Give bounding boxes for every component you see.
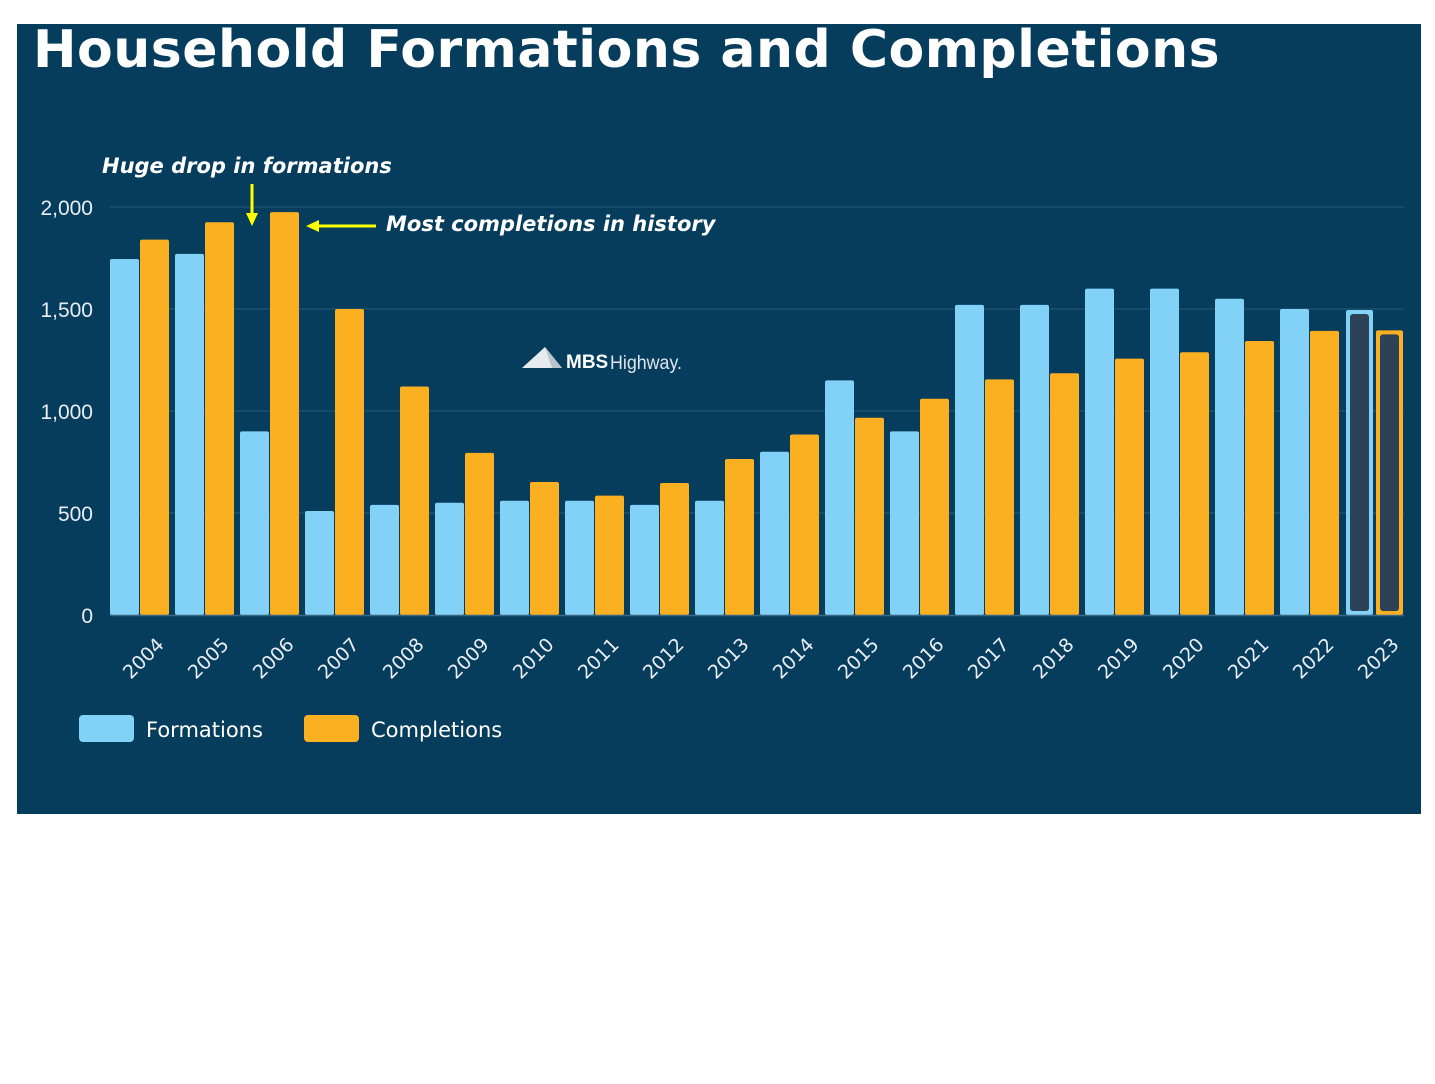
bar-formations-2005 [175,253,204,616]
legend-label-formations: Formations [146,718,263,742]
bar-formations-2013 [695,500,724,615]
bar-formations-2010 [500,500,529,615]
legend-label-completions: Completions [371,718,502,742]
x-tick-label: 2019 [1094,634,1144,684]
bar-completions-2018 [1050,373,1079,615]
x-tick-label: 2023 [1354,634,1404,684]
x-tick-label: 2006 [249,634,299,684]
x-tick-label: 2011 [574,634,624,684]
bar-completions-2012 [660,483,689,615]
bar-completions-2013 [725,458,754,615]
x-tick-label: 2016 [899,634,949,684]
bar-completions-2016 [920,398,949,615]
bar-completions-2015 [855,417,884,615]
annotation-most-completions: Most completions in history [386,212,717,236]
bar-completions-2020 [1180,352,1209,615]
x-tick-label: 2005 [184,634,234,684]
x-axis-ticks: 2004 2005 2006 2007 2008 2009 2010 2011 2012 2013… [119,634,1404,684]
bar-formations-2018 [1020,304,1049,615]
bar-formations-2016 [890,431,919,615]
bar-formations-2007 [305,510,334,615]
bar-completions-2004 [140,239,169,615]
bar-formations-2019 [1085,288,1114,615]
bar-completions-2019 [1115,358,1144,615]
bar-formations-2023 [1350,314,1369,611]
bar-completions-2023 [1380,334,1399,611]
logo-suffix: Highway. [610,353,682,374]
y-tick-label: 1,500 [40,299,93,322]
chart-title: Household Formations and Completions [33,20,1221,80]
gridlines [110,206,1404,514]
x-tick-label: 2007 [314,634,364,684]
bar-completions-2010 [530,481,559,615]
x-tick-label: 2015 [834,634,884,684]
bar-formations-2014 [760,451,789,615]
annotation-huge-drop: Huge drop in formations [102,154,392,178]
x-tick-label: 2018 [1029,634,1079,684]
logo-brand: MBS [566,352,608,373]
bar-formations-2021 [1215,298,1244,615]
bar-formations-2020 [1150,288,1179,615]
bar-formations-2004 [110,259,139,615]
bars [110,212,1403,616]
bar-completions-2007 [335,309,364,615]
y-axis-ticks: 0 500 1,000 1,500 2,000 [40,197,93,628]
bar-formations-2022 [1280,309,1309,615]
x-tick-label: 2012 [639,634,689,684]
x-tick-label: 2009 [444,634,494,684]
bar-formations-2008 [370,504,399,615]
bar-completions-2014 [790,434,819,615]
legend-swatch-completions [304,715,359,742]
bar-completions-2006 [270,212,299,615]
y-tick-label: 0 [81,605,93,628]
bar-formations-2006 [240,431,269,615]
y-tick-label: 1,000 [40,401,93,424]
bar-formations-2012 [630,504,659,615]
bar-formations-2017 [955,304,984,615]
arrow-left-icon [306,220,376,232]
bar-completions-2017 [985,379,1014,615]
x-tick-label: 2022 [1289,634,1339,684]
arrow-down-icon [246,184,258,226]
x-tick-label: 2020 [1159,634,1209,684]
x-tick-label: 2010 [509,634,559,684]
bar-formations-2009 [435,502,464,615]
x-tick-label: 2008 [379,634,429,684]
legend-swatch-formations [79,715,134,742]
bar-completions-2005 [205,222,234,616]
bar-formations-2015 [825,380,854,615]
bar-completions-2011 [595,495,624,615]
x-tick-label: 2017 [964,634,1014,684]
bar-formations-2011 [565,500,594,615]
x-tick-label: 2013 [704,634,754,684]
x-tick-label: 2004 [119,634,169,684]
y-tick-label: 500 [58,503,93,526]
bar-completions-2022 [1310,330,1339,615]
y-tick-label: 2,000 [40,197,93,220]
bar-completions-2008 [400,386,429,615]
x-tick-label: 2021 [1224,634,1274,684]
mbs-highway-logo: MBS Highway. [522,347,682,374]
legend: Formations Completions [79,715,502,742]
bar-completions-2009 [465,452,494,615]
x-tick-label: 2014 [769,634,819,684]
bar-completions-2021 [1245,341,1274,615]
